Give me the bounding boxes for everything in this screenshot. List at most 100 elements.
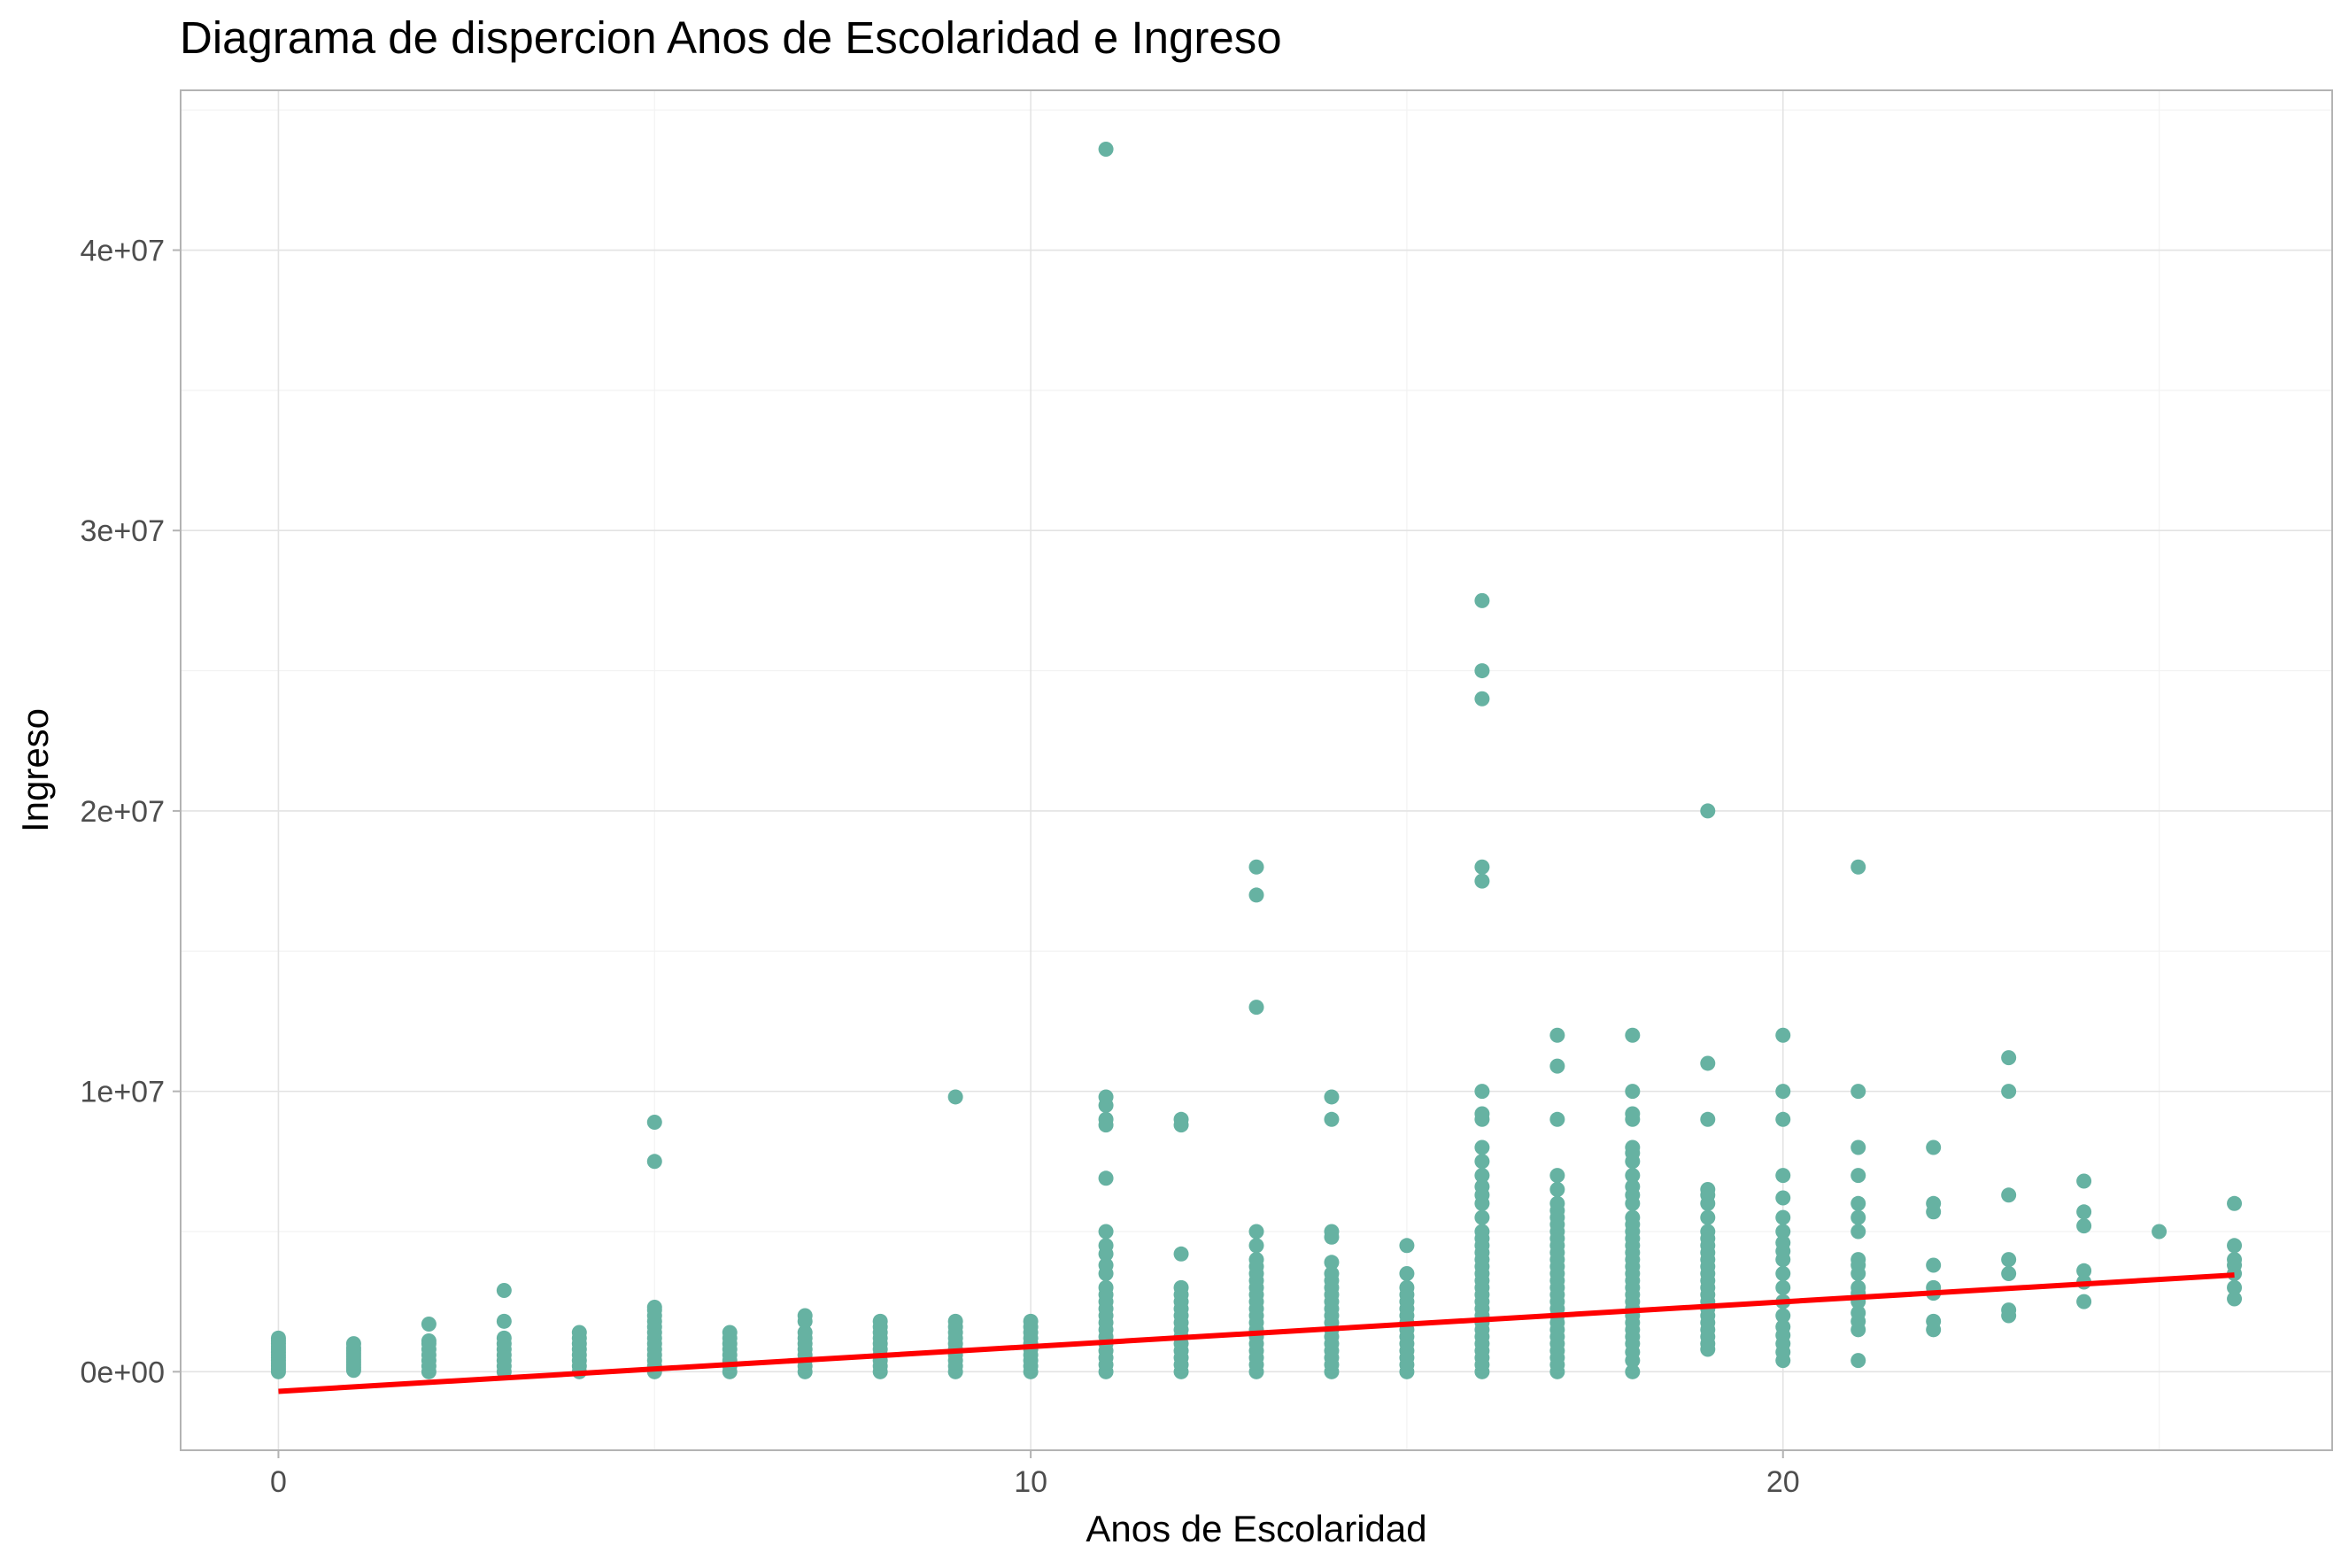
data-point	[2227, 1238, 2243, 1254]
data-point	[1248, 1252, 1264, 1268]
data-point	[1474, 691, 1490, 707]
data-point	[2001, 1265, 2017, 1281]
data-point	[1324, 1111, 1340, 1127]
data-point	[1549, 1111, 1565, 1127]
y-tick-label: 0e+00	[81, 1356, 166, 1389]
data-point	[421, 1332, 437, 1348]
data-point	[1775, 1279, 1791, 1295]
data-point	[1324, 1265, 1340, 1281]
y-tick-label: 2e+07	[81, 795, 166, 829]
data-point	[1851, 1279, 1866, 1295]
data-point	[1474, 1168, 1490, 1184]
data-point	[1625, 1363, 1641, 1379]
data-point	[1098, 1224, 1114, 1240]
plot-panel-border	[180, 89, 2333, 1451]
data-point	[421, 1316, 437, 1332]
data-point	[1775, 1190, 1791, 1206]
data-point	[2076, 1173, 2092, 1189]
data-point	[1474, 663, 1490, 679]
data-point	[2227, 1195, 2243, 1211]
data-point	[1474, 873, 1490, 889]
data-point	[1098, 1111, 1114, 1127]
data-point	[1098, 142, 1114, 158]
data-point	[345, 1336, 361, 1352]
data-point	[947, 1089, 963, 1105]
data-point	[1625, 1168, 1641, 1184]
data-point	[1700, 1209, 1716, 1225]
data-point	[1248, 1224, 1264, 1240]
data-point	[947, 1313, 963, 1329]
data-point	[1173, 1246, 1189, 1262]
data-point	[1926, 1139, 1942, 1155]
data-point	[1474, 1209, 1490, 1225]
data-point	[1474, 1084, 1490, 1100]
data-point	[1775, 1224, 1791, 1240]
data-point	[1098, 1089, 1114, 1105]
data-point	[1474, 1178, 1490, 1194]
data-point	[872, 1313, 888, 1329]
data-point	[1549, 1195, 1565, 1211]
data-point	[646, 1114, 662, 1130]
data-point	[1549, 1168, 1565, 1184]
x-tick-label: 20	[1766, 1465, 1800, 1499]
data-point	[2227, 1291, 2243, 1307]
data-point	[1324, 1255, 1340, 1271]
data-point	[1775, 1209, 1791, 1225]
data-point	[1474, 1154, 1490, 1170]
data-point	[2076, 1204, 2092, 1220]
x-axis-title: Anos de Escolaridad	[1086, 1508, 1426, 1549]
data-point	[1775, 1308, 1791, 1324]
data-point	[2001, 1084, 2017, 1100]
data-point	[1775, 1235, 1791, 1251]
data-point	[1549, 1027, 1565, 1043]
data-point	[1625, 1084, 1641, 1100]
data-point	[496, 1313, 512, 1329]
data-point	[1775, 1265, 1791, 1281]
y-axis-title: Ingreso	[14, 708, 56, 832]
data-point	[1474, 1106, 1490, 1122]
regression-line-group	[278, 1272, 2235, 1394]
data-point	[1851, 1353, 1866, 1369]
data-point	[1173, 1111, 1189, 1127]
data-point	[1248, 1000, 1264, 1016]
y-axis-ticks: 0e+00 1e+07 2e+07 3e+07 4e+07	[81, 235, 181, 1389]
x-tick-label: 0	[270, 1465, 287, 1499]
data-point	[270, 1330, 286, 1346]
data-point	[1098, 1170, 1114, 1186]
chart-title: Diagrama de dispercion Anos de Escolarid…	[180, 12, 1282, 63]
data-point	[1023, 1313, 1039, 1329]
data-point	[1098, 1279, 1114, 1295]
data-point	[1399, 1265, 1415, 1281]
data-point	[2152, 1224, 2167, 1240]
data-point	[2076, 1294, 2092, 1309]
data-point	[1549, 1058, 1565, 1074]
data-point	[1926, 1313, 1942, 1329]
data-point	[797, 1325, 813, 1340]
data-point	[2001, 1252, 2017, 1268]
data-point	[646, 1299, 662, 1315]
major-gridlines	[181, 90, 2332, 1450]
data-point	[1625, 1178, 1641, 1194]
data-point	[1700, 1111, 1716, 1127]
data-point	[1926, 1257, 1942, 1273]
data-point	[1775, 1084, 1791, 1100]
data-point	[1700, 803, 1716, 819]
data-point	[1851, 1168, 1866, 1184]
data-point	[1324, 1224, 1340, 1240]
data-point	[571, 1325, 587, 1340]
data-point	[1173, 1279, 1189, 1295]
y-tick-label: 1e+07	[81, 1076, 166, 1109]
data-point	[1324, 1089, 1340, 1105]
data-point	[496, 1282, 512, 1298]
x-tick-label: 10	[1014, 1465, 1047, 1499]
data-point	[1474, 1139, 1490, 1155]
data-point	[1098, 1238, 1114, 1254]
data-point	[1700, 1224, 1716, 1240]
data-point	[2001, 1187, 2017, 1203]
data-point	[2227, 1252, 2243, 1268]
data-point	[1851, 1195, 1866, 1211]
data-point	[2001, 1302, 2017, 1318]
data-point	[1625, 1139, 1641, 1155]
data-point	[1775, 1168, 1791, 1184]
